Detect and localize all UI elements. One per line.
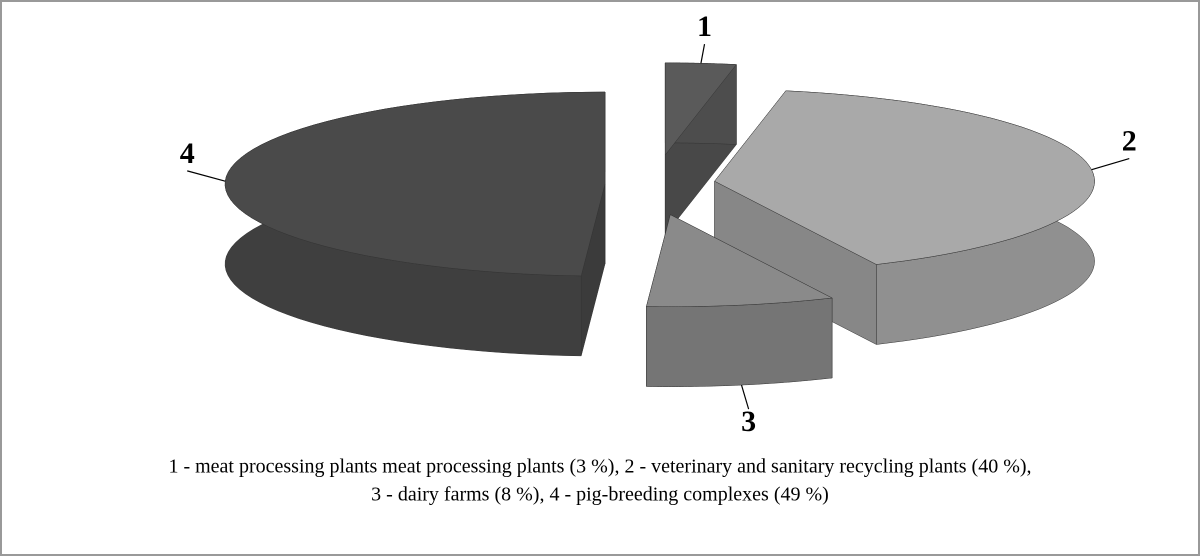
slice — [664, 62, 737, 236]
leader-line — [187, 170, 226, 182]
caption-line: 1 - meat processing plants meat processi… — [168, 456, 1031, 478]
slice-label: 4 — [180, 137, 195, 170]
slice-label: 3 — [741, 405, 756, 438]
pie — [224, 62, 1095, 387]
caption-line: 3 - dairy farms (8 %), 4 - pig-breeding … — [371, 484, 829, 506]
leader-line — [740, 384, 750, 410]
leader-line — [700, 44, 706, 64]
slice-wall — [646, 297, 833, 387]
slice-top — [664, 62, 737, 156]
slice — [646, 214, 833, 387]
slice-label: 2 — [1122, 124, 1137, 157]
slice — [714, 90, 1095, 345]
slice-top — [646, 214, 833, 307]
leader-line — [1091, 157, 1130, 171]
slice — [224, 91, 606, 357]
slice-label: 1 — [697, 10, 712, 43]
